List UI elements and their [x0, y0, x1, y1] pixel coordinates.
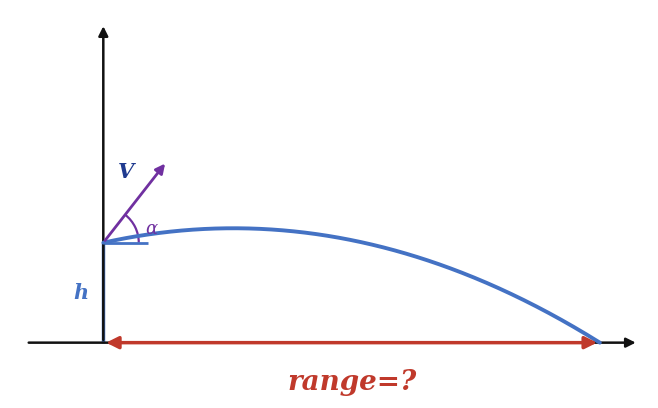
- Text: h: h: [73, 283, 88, 303]
- Text: range=?: range=?: [287, 369, 417, 396]
- Text: α: α: [145, 220, 158, 237]
- Text: V: V: [118, 162, 134, 182]
